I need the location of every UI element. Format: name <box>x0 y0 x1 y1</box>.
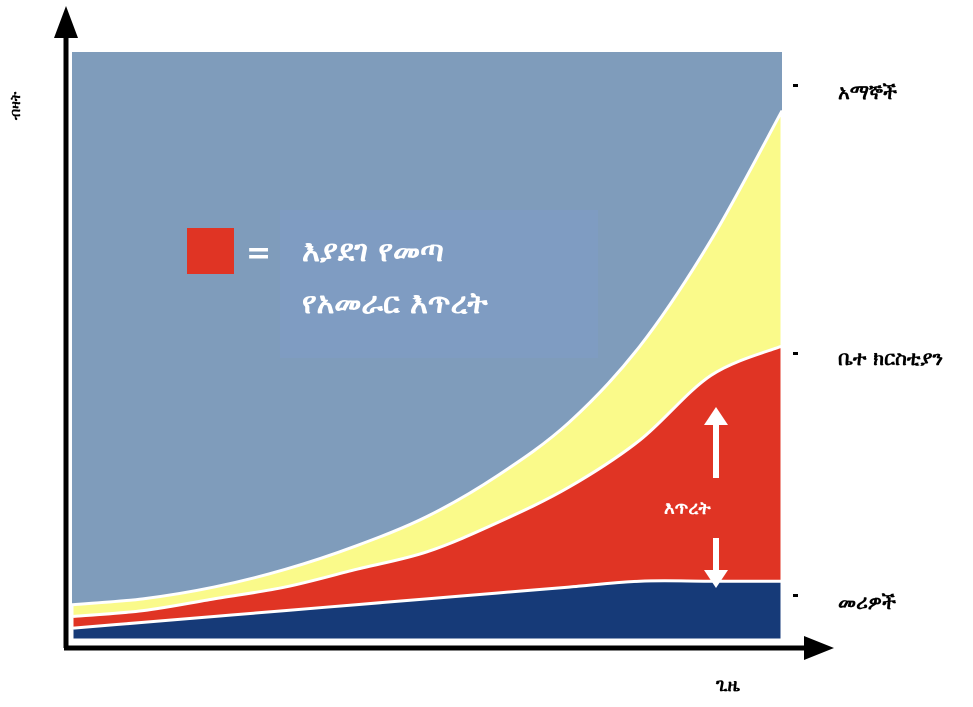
legend-box <box>280 210 598 358</box>
area-series-group <box>70 110 784 642</box>
y-axis-arrowhead <box>54 6 78 38</box>
series-tick-church <box>793 352 798 355</box>
gap-label: እጥረት <box>664 498 711 519</box>
legend-text-line2: የአመራር እጥረት <box>302 286 488 321</box>
series-tick-leaders <box>793 594 798 597</box>
x-axis-title: ጊዜ <box>716 675 740 696</box>
gap-arrows <box>704 407 728 588</box>
axes-group <box>54 6 834 660</box>
legend-swatch <box>187 228 234 274</box>
series-label-leaders: መሪዎች <box>838 590 897 614</box>
area-series-1 <box>70 343 784 642</box>
legend-text-line1: እያደገ የመጣ <box>302 234 444 269</box>
series-tick-believers <box>793 84 798 87</box>
legend-equals: = <box>246 236 272 271</box>
gap-arrow-up <box>704 407 728 478</box>
y-axis-title: ብዛት <box>8 91 24 120</box>
x-axis-arrowhead <box>804 636 834 660</box>
gap-arrow-down <box>704 538 728 588</box>
series-label-believers: አማኞች <box>838 80 898 104</box>
series-label-church: ቤተ ክርስቲያን <box>838 346 943 370</box>
area-series-0 <box>70 579 784 642</box>
